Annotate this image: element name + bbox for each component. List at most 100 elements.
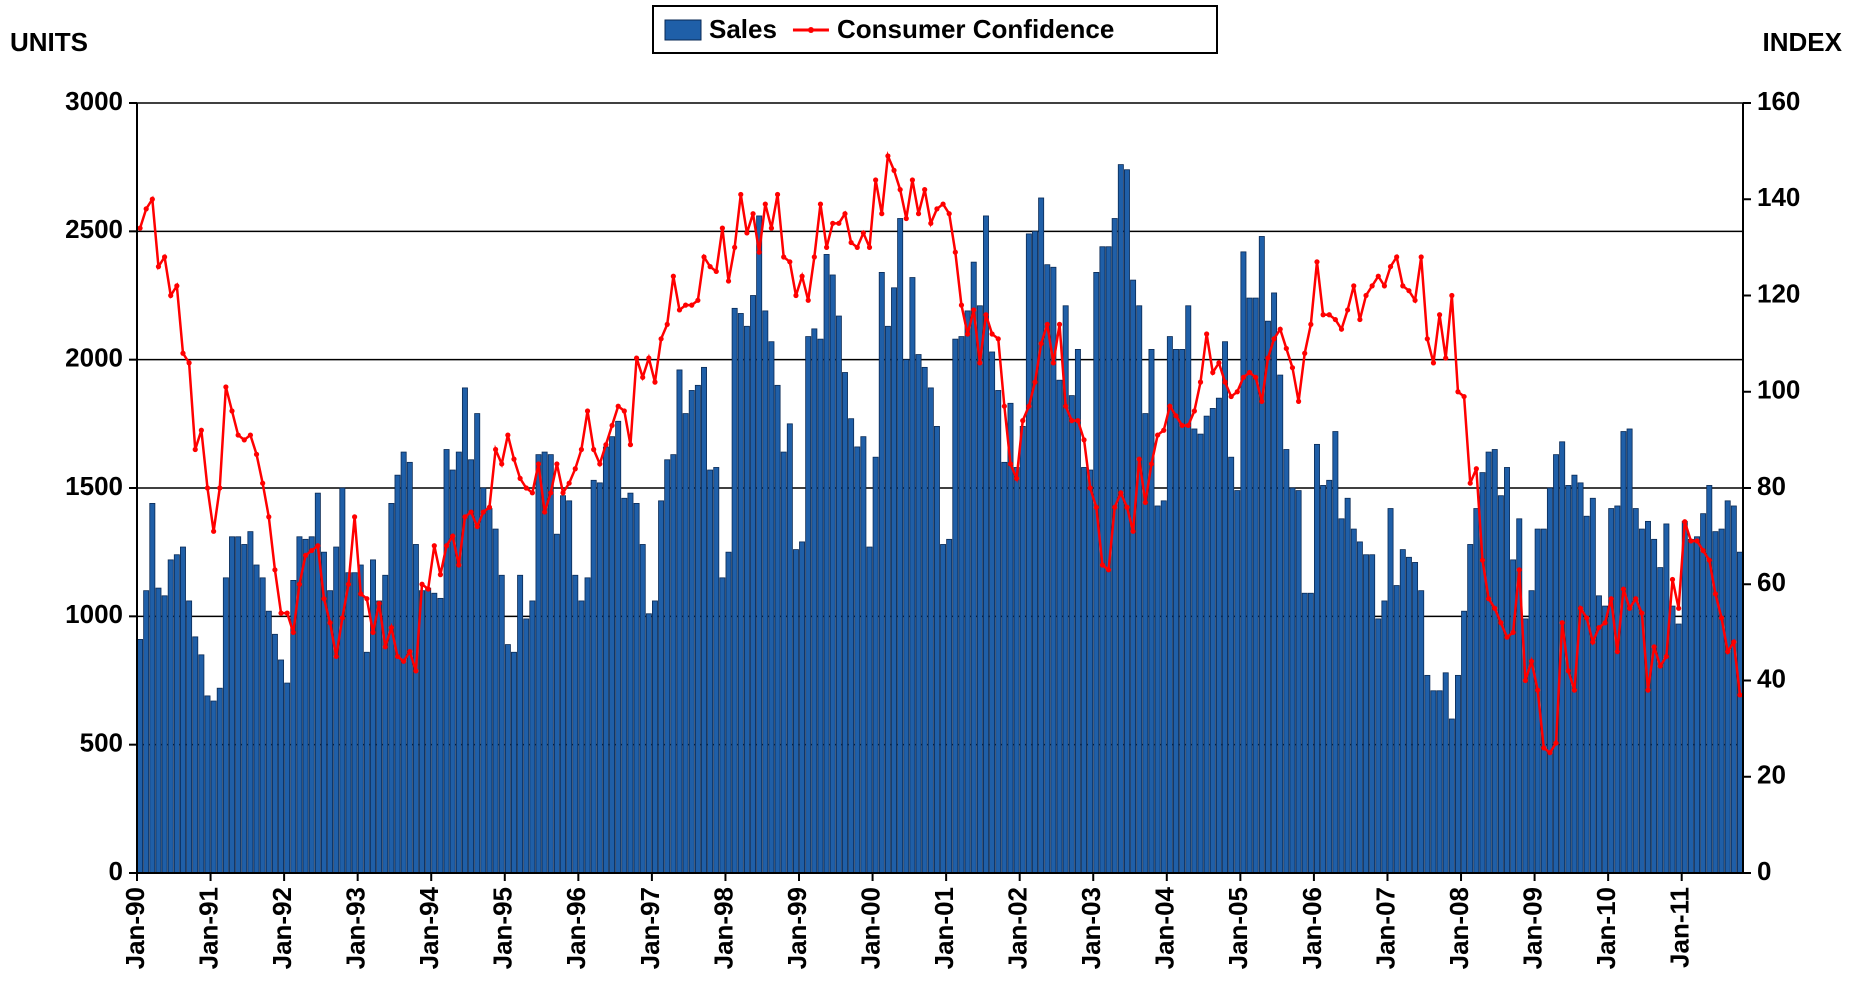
bar	[443, 449, 450, 874]
bar	[976, 305, 983, 874]
bar	[1087, 469, 1094, 874]
line-marker	[615, 403, 621, 409]
bar	[1363, 554, 1369, 874]
line-marker	[241, 437, 247, 443]
x-tick-label: Jan-11	[1665, 887, 1695, 968]
bar	[878, 271, 885, 874]
line-marker	[1259, 398, 1265, 404]
line-marker	[401, 658, 407, 664]
line-marker	[1602, 620, 1608, 626]
bar	[805, 336, 812, 874]
bar	[621, 497, 628, 874]
bar	[946, 538, 953, 874]
line-marker	[1706, 557, 1712, 563]
line-marker	[1345, 307, 1351, 313]
bar	[848, 418, 855, 874]
bar	[1724, 500, 1731, 874]
bar	[799, 541, 806, 874]
bar	[1007, 402, 1014, 874]
line-marker	[1020, 418, 1026, 424]
bar	[1148, 348, 1155, 874]
bar	[1632, 508, 1639, 874]
line-marker	[192, 446, 198, 453]
line-marker	[548, 490, 554, 496]
line-marker	[922, 187, 928, 193]
y2-tick-label: 80	[1757, 471, 1786, 501]
line-marker	[823, 244, 830, 250]
line-marker	[1718, 615, 1725, 621]
line-marker	[1700, 547, 1706, 554]
bar	[265, 610, 272, 874]
bar	[891, 287, 897, 874]
line-marker	[627, 442, 634, 448]
line-marker	[658, 336, 664, 342]
bar	[1283, 449, 1290, 874]
line-marker	[725, 278, 732, 284]
line-marker	[1155, 432, 1161, 438]
line-marker	[1326, 312, 1332, 318]
line-marker	[1590, 639, 1596, 645]
bar	[278, 659, 285, 874]
bar	[842, 372, 848, 874]
bar	[1669, 605, 1676, 874]
line-marker	[1338, 326, 1345, 332]
line-marker	[597, 461, 603, 467]
line-marker	[1240, 374, 1247, 380]
bar	[1044, 264, 1051, 874]
bar	[504, 644, 511, 874]
line-marker	[719, 225, 725, 231]
line-marker	[1492, 605, 1498, 611]
x-tick-label: Jan-10	[1591, 887, 1621, 969]
line-marker	[1075, 418, 1081, 424]
line-marker	[1295, 398, 1302, 404]
legend: Sales Consumer Confidence	[652, 5, 1218, 54]
line-marker	[1436, 312, 1443, 318]
line-marker	[1430, 360, 1437, 366]
line-marker	[1565, 668, 1571, 674]
bar	[1424, 674, 1431, 874]
line-marker	[542, 509, 548, 515]
bar	[1657, 567, 1664, 874]
line-marker	[1069, 418, 1075, 424]
bar	[756, 215, 763, 874]
bar	[1356, 541, 1363, 874]
line-marker	[443, 543, 450, 549]
bar	[1540, 528, 1547, 874]
line-marker	[1694, 538, 1700, 544]
line-marker	[885, 153, 891, 159]
bar	[1215, 397, 1222, 874]
line-marker	[1136, 456, 1142, 462]
line-marker	[1651, 644, 1657, 650]
bar	[235, 536, 242, 874]
line-marker	[1620, 586, 1627, 592]
bar	[1467, 544, 1474, 874]
line-marker	[1014, 475, 1020, 481]
line-marker	[1449, 292, 1455, 299]
line-marker	[1633, 596, 1639, 602]
line-marker	[689, 302, 695, 308]
bar	[572, 574, 579, 874]
legend-swatch	[664, 19, 702, 41]
x-tick-label: Jan-06	[1297, 887, 1327, 969]
line-marker	[1541, 745, 1547, 751]
line-marker	[161, 254, 168, 260]
y2-tick-label: 40	[1757, 663, 1786, 693]
line-marker	[1204, 331, 1210, 337]
bar	[271, 633, 278, 874]
line-marker	[621, 408, 627, 414]
bar	[872, 456, 879, 874]
x-tick-label: Jan-90	[120, 887, 150, 969]
bar	[449, 469, 456, 874]
line-marker	[394, 653, 401, 660]
bar	[523, 618, 530, 874]
bar	[1718, 528, 1725, 874]
bar	[541, 451, 548, 874]
line-marker	[860, 230, 866, 236]
bar	[198, 654, 205, 874]
line-marker	[1467, 480, 1473, 486]
line-marker	[468, 509, 474, 515]
bar	[394, 474, 401, 874]
bar	[676, 369, 683, 874]
line-marker	[143, 206, 149, 212]
bar	[247, 531, 254, 874]
